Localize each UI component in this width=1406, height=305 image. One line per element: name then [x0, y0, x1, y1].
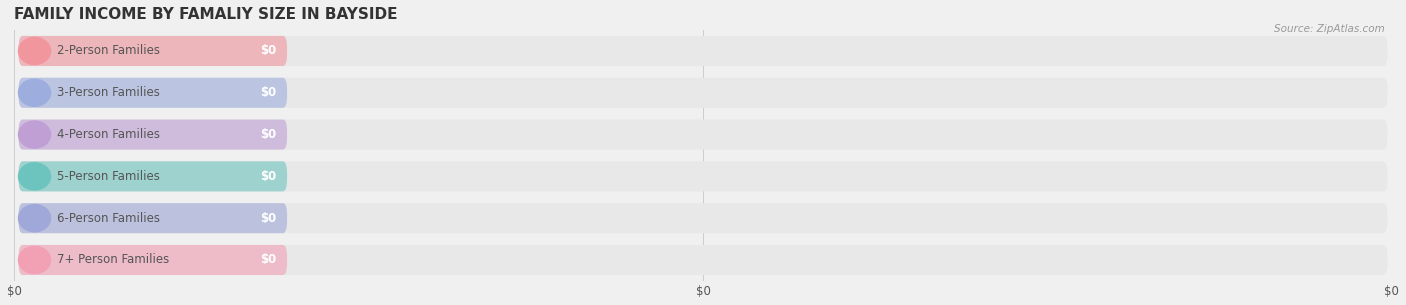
Text: FAMILY INCOME BY FAMALIY SIZE IN BAYSIDE: FAMILY INCOME BY FAMALIY SIZE IN BAYSIDE: [14, 7, 398, 22]
FancyBboxPatch shape: [18, 78, 287, 108]
FancyBboxPatch shape: [18, 161, 287, 192]
Ellipse shape: [18, 79, 51, 106]
Text: 6-Person Families: 6-Person Families: [58, 212, 160, 225]
FancyBboxPatch shape: [18, 120, 287, 150]
Ellipse shape: [18, 246, 51, 274]
Text: $0: $0: [260, 253, 276, 267]
Text: 7+ Person Families: 7+ Person Families: [58, 253, 170, 267]
FancyBboxPatch shape: [18, 245, 287, 275]
Text: 5-Person Families: 5-Person Families: [58, 170, 160, 183]
FancyBboxPatch shape: [18, 203, 1388, 233]
Text: $0: $0: [260, 86, 276, 99]
FancyBboxPatch shape: [18, 120, 1388, 150]
FancyBboxPatch shape: [18, 161, 1388, 192]
Text: 3-Person Families: 3-Person Families: [58, 86, 160, 99]
Ellipse shape: [18, 205, 51, 232]
Text: $0: $0: [260, 45, 276, 57]
FancyBboxPatch shape: [18, 203, 287, 233]
Text: 2-Person Families: 2-Person Families: [58, 45, 160, 57]
FancyBboxPatch shape: [18, 36, 287, 66]
FancyBboxPatch shape: [18, 78, 1388, 108]
Text: $0: $0: [260, 170, 276, 183]
Text: $0: $0: [260, 128, 276, 141]
Ellipse shape: [18, 163, 51, 190]
Text: 4-Person Families: 4-Person Families: [58, 128, 160, 141]
Text: Source: ZipAtlas.com: Source: ZipAtlas.com: [1274, 24, 1385, 34]
Ellipse shape: [18, 121, 51, 148]
Ellipse shape: [18, 38, 51, 64]
FancyBboxPatch shape: [18, 36, 1388, 66]
FancyBboxPatch shape: [18, 245, 1388, 275]
Text: $0: $0: [260, 212, 276, 225]
